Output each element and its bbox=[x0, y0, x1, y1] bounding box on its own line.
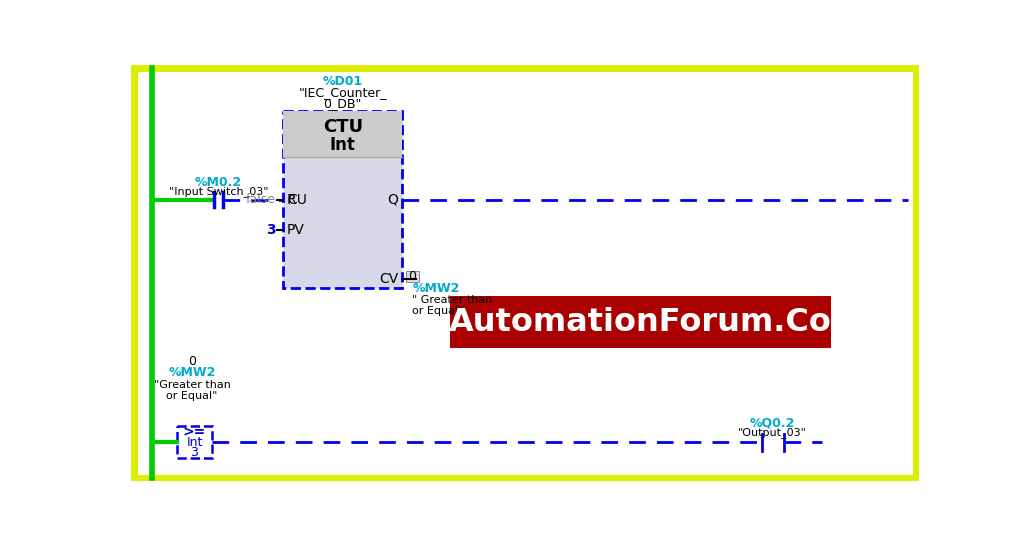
Bar bbox=[283, 111, 402, 288]
Text: PV: PV bbox=[287, 223, 305, 237]
Text: "Greater than: "Greater than bbox=[154, 380, 230, 390]
Text: Q: Q bbox=[388, 193, 398, 207]
Text: CTU: CTU bbox=[323, 117, 362, 135]
Text: Int: Int bbox=[330, 136, 355, 154]
Text: 0: 0 bbox=[409, 270, 417, 283]
Text: 3: 3 bbox=[190, 446, 199, 459]
Text: or Equal": or Equal" bbox=[167, 391, 218, 401]
Text: "IEC_Counter_: "IEC_Counter_ bbox=[298, 86, 387, 99]
Bar bbox=[283, 111, 402, 157]
Text: CV: CV bbox=[379, 272, 398, 286]
Text: "Output_03": "Output_03" bbox=[738, 427, 807, 438]
Bar bbox=[177, 426, 212, 458]
Text: " Greater than: " Greater than bbox=[413, 295, 493, 305]
Text: %M0.2: %M0.2 bbox=[195, 176, 242, 189]
Text: %D01: %D01 bbox=[323, 75, 362, 88]
Text: Int: Int bbox=[186, 437, 203, 450]
Text: CU: CU bbox=[287, 193, 307, 207]
Bar bbox=[407, 271, 419, 282]
Text: R: R bbox=[287, 193, 297, 207]
Text: %MW2: %MW2 bbox=[413, 282, 460, 295]
Text: %MW2: %MW2 bbox=[169, 366, 216, 379]
Text: AutomationForum.Co: AutomationForum.Co bbox=[450, 307, 833, 338]
Text: 3: 3 bbox=[265, 223, 275, 237]
Bar bbox=[451, 296, 831, 348]
Text: "Input Switch_03": "Input Switch_03" bbox=[169, 187, 268, 197]
Text: or Equal": or Equal" bbox=[413, 306, 464, 315]
Text: 0_DB": 0_DB" bbox=[324, 97, 361, 110]
Text: %Q0.2: %Q0.2 bbox=[750, 417, 796, 430]
Text: 0: 0 bbox=[188, 355, 197, 368]
Text: false: false bbox=[246, 193, 275, 206]
Text: >=: >= bbox=[183, 425, 206, 439]
